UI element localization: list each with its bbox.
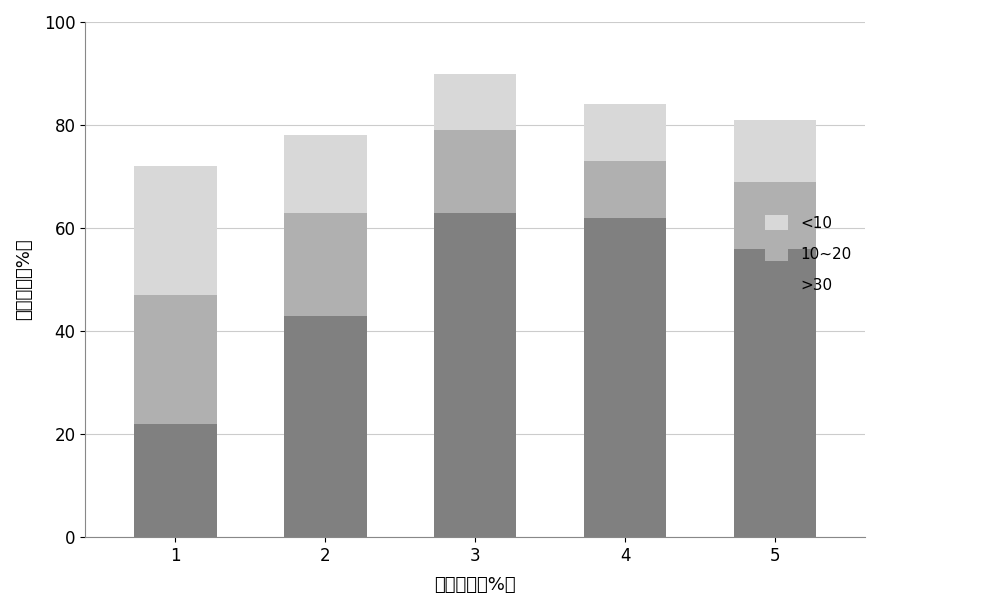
- Bar: [134, 166, 217, 295]
- Bar: [134, 424, 217, 537]
- Bar: [434, 213, 516, 537]
- Bar: [584, 161, 666, 218]
- Bar: [284, 213, 367, 315]
- Bar: [734, 248, 816, 537]
- Bar: [434, 130, 516, 213]
- Bar: [284, 315, 367, 537]
- Bar: [584, 104, 666, 161]
- Legend: <10, 10~20, >30: <10, 10~20, >30: [759, 208, 857, 299]
- Bar: [584, 218, 666, 537]
- X-axis label: 蔗糖浓度（%）: 蔗糖浓度（%）: [434, 576, 516, 594]
- Bar: [434, 74, 516, 130]
- Bar: [134, 295, 217, 424]
- Bar: [734, 181, 816, 248]
- Bar: [734, 120, 816, 181]
- Y-axis label: 产生比率（%）: 产生比率（%）: [15, 239, 33, 320]
- Bar: [284, 135, 367, 213]
